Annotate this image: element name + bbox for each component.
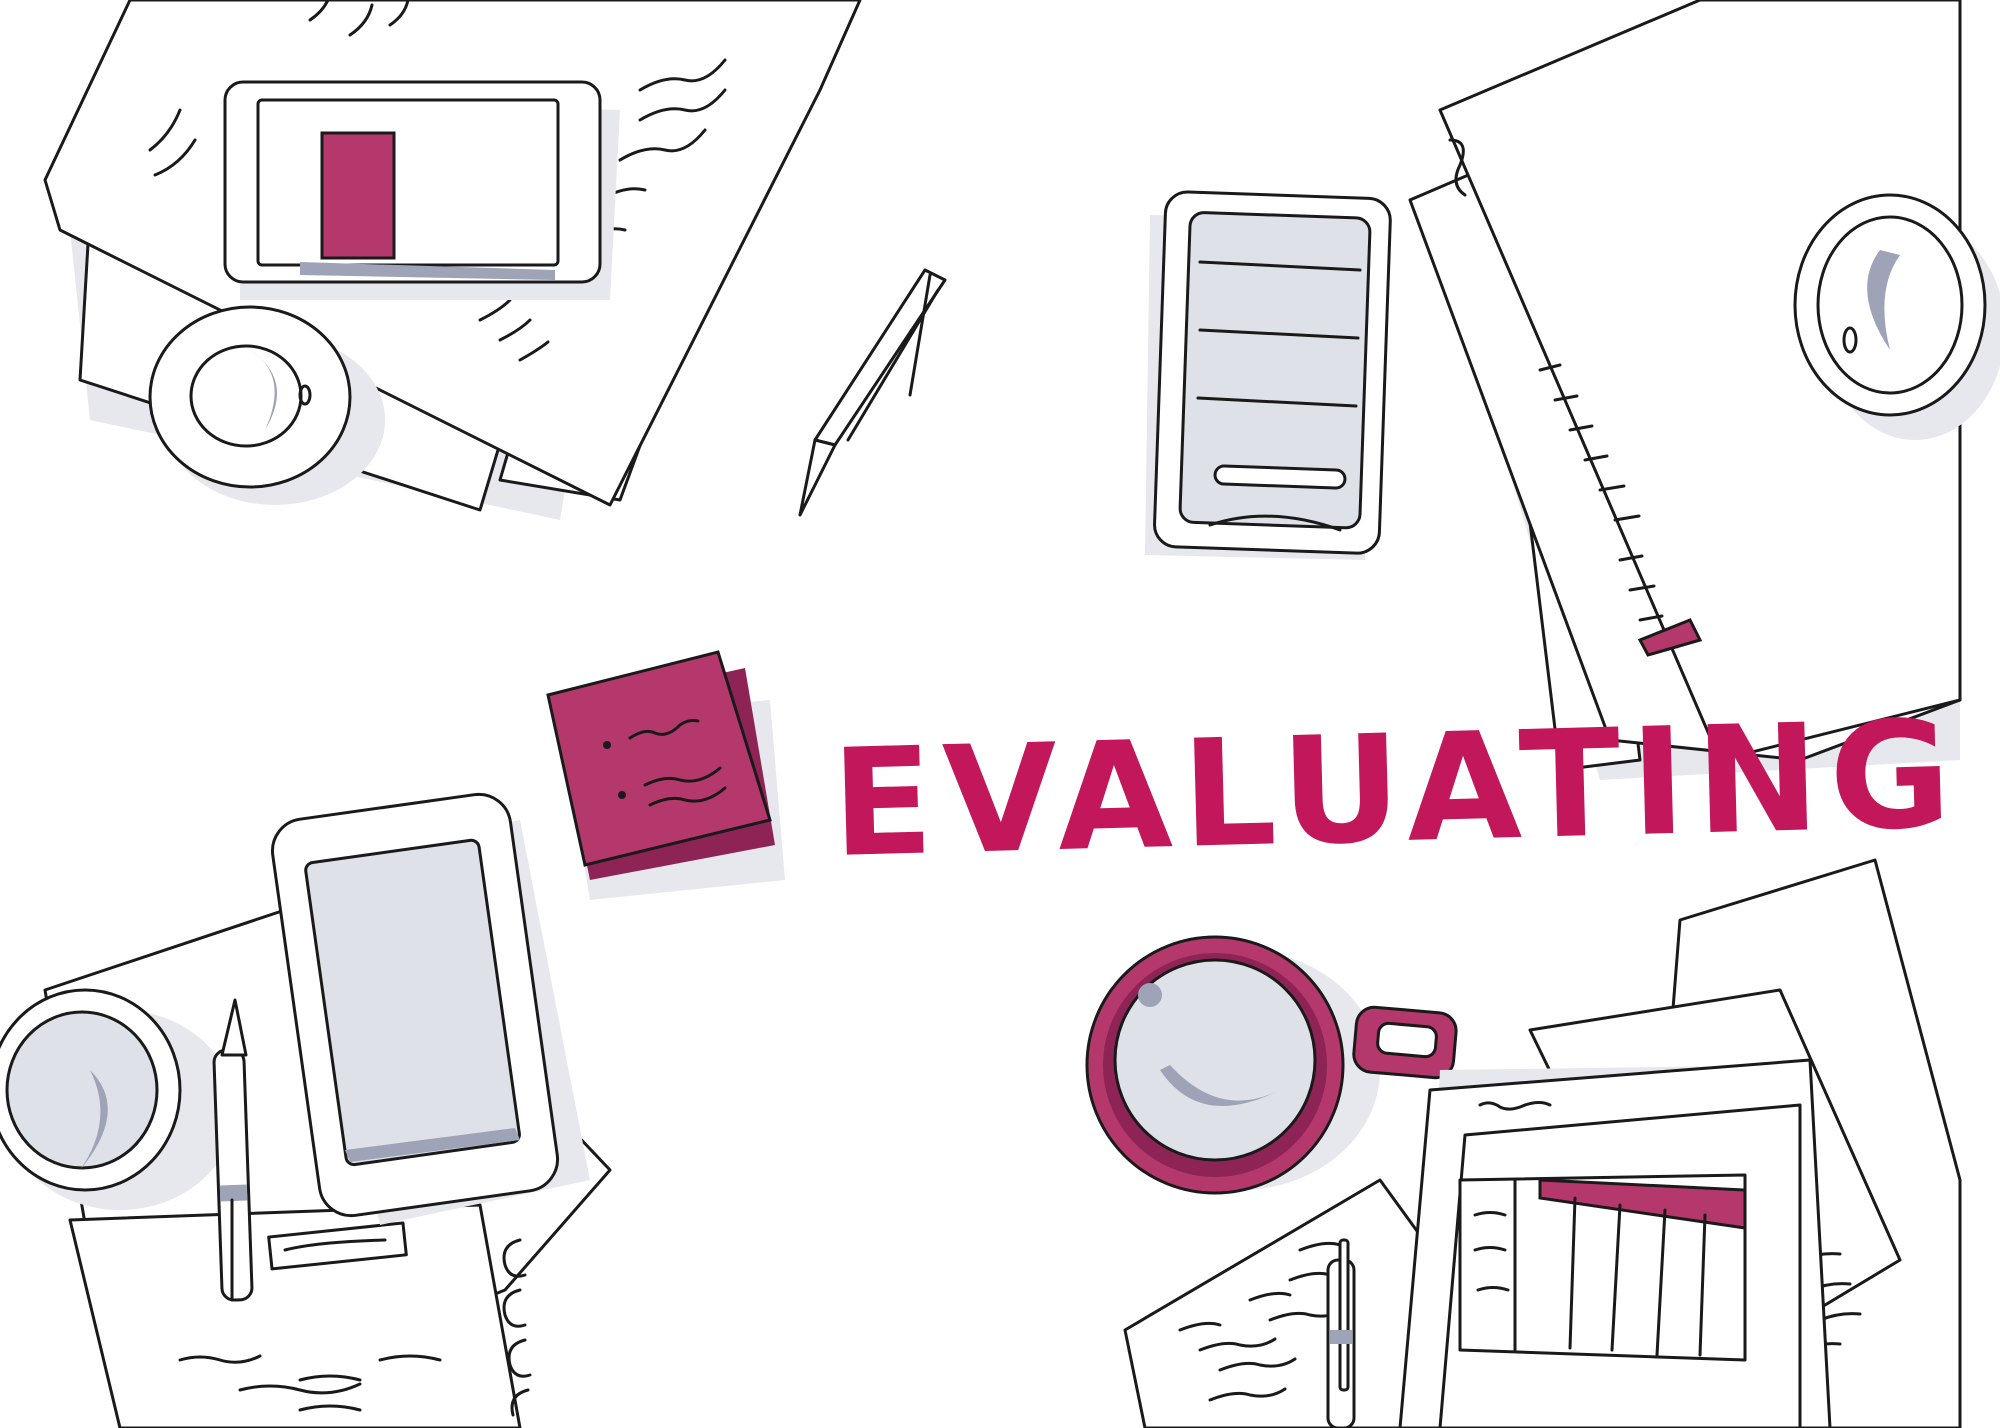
pen-icon — [212, 998, 254, 1302]
pen-icon — [798, 268, 947, 517]
pen-icon — [1326, 1238, 1356, 1428]
smartphone-icon — [270, 792, 590, 1225]
sticky-notes-icon — [546, 650, 785, 900]
coffee-cup-icon — [0, 988, 235, 1210]
tablet-icon — [223, 80, 620, 300]
mug-icon — [1085, 935, 1458, 1195]
coffee-cup-icon — [1793, 193, 2000, 440]
headline-title: EVALUATING — [829, 688, 1964, 890]
coffee-cup-icon — [148, 305, 385, 505]
tablet-icon — [1398, 1058, 1832, 1428]
smartphone-icon — [1145, 190, 1392, 560]
